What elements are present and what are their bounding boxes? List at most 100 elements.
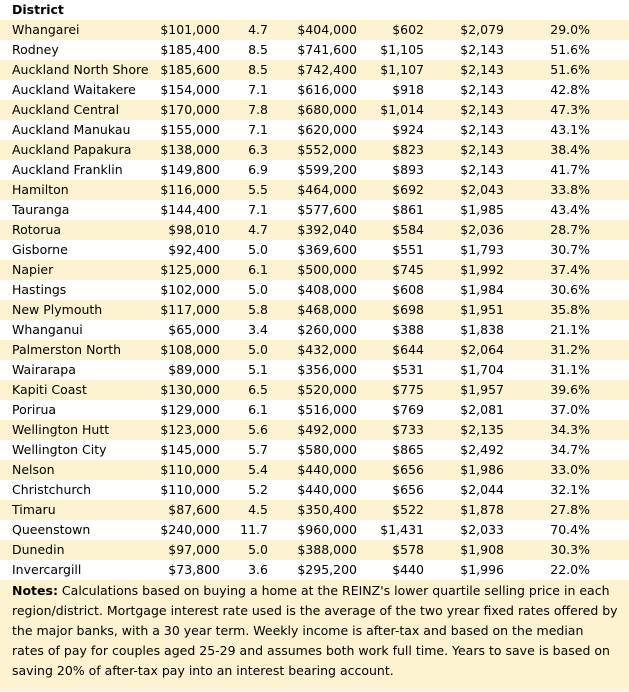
value-cell: 7.1 bbox=[248, 122, 268, 137]
value-cell: 21.1% bbox=[550, 322, 590, 337]
value-cell: $440 bbox=[392, 562, 424, 577]
value-cell: $698 bbox=[392, 302, 424, 317]
value-cell: $522 bbox=[392, 502, 424, 517]
table-row: Rodney $185,400 8.5 $741,600 $1,105 $2,143 51.… bbox=[0, 40, 629, 60]
value-cell: $2,143 bbox=[460, 102, 504, 117]
value-cell: $599,200 bbox=[297, 162, 357, 177]
value-cell: 42.8% bbox=[550, 82, 590, 97]
district-cell: Auckland Waitakere bbox=[12, 82, 136, 97]
value-cell: $149,800 bbox=[160, 162, 220, 177]
value-cell: $1,996 bbox=[460, 562, 504, 577]
value-cell: $2,143 bbox=[460, 142, 504, 157]
table-row: Porirua $129,000 6.1 $516,000 $769 $2,081 37.0… bbox=[0, 400, 629, 420]
value-cell: $65,000 bbox=[168, 322, 220, 337]
value-cell: $392,040 bbox=[297, 222, 357, 237]
notes-label: Notes: bbox=[12, 583, 58, 598]
value-cell: $2,143 bbox=[460, 162, 504, 177]
value-cell: $745 bbox=[392, 262, 424, 277]
value-cell: 7.1 bbox=[248, 82, 268, 97]
value-cell: 8.5 bbox=[248, 62, 268, 77]
value-cell: 34.3% bbox=[550, 422, 590, 437]
value-cell: 5.6 bbox=[248, 422, 268, 437]
district-cell: Rodney bbox=[12, 42, 59, 57]
value-cell: $170,000 bbox=[160, 102, 220, 117]
table-row: Dunedin $97,000 5.0 $388,000 $578 $1,908 30.3% bbox=[0, 540, 629, 560]
table-row: Rotorua $98,010 4.7 $392,040 $584 $2,036 28.7% bbox=[0, 220, 629, 240]
value-cell: 6.5 bbox=[248, 382, 268, 397]
value-cell: $295,200 bbox=[297, 562, 357, 577]
value-cell: 43.4% bbox=[550, 202, 590, 217]
district-cell: Hastings bbox=[12, 282, 67, 297]
district-cell: Auckland Central bbox=[12, 102, 120, 117]
district-cell: Auckland Franklin bbox=[12, 162, 123, 177]
value-cell: 3.6 bbox=[248, 562, 268, 577]
value-cell: 5.1 bbox=[248, 362, 268, 377]
table-row: Hastings $102,000 5.0 $408,000 $608 $1,984 30.… bbox=[0, 280, 629, 300]
value-cell: $155,000 bbox=[160, 122, 220, 137]
table-row: New Plymouth $117,000 5.8 $468,000 $698 $1,95… bbox=[0, 300, 629, 320]
value-cell: $644 bbox=[392, 342, 424, 357]
value-cell: $656 bbox=[392, 462, 424, 477]
notes-block: Notes: Calculations based on buying a ho… bbox=[0, 580, 629, 691]
table-body: Whangarei $101,000 4.7 $404,000 $602 $2,079 29… bbox=[0, 20, 629, 580]
district-cell: Whanganui bbox=[12, 322, 83, 337]
value-cell: $1,986 bbox=[460, 462, 504, 477]
value-cell: $110,000 bbox=[160, 482, 220, 497]
district-cell: Hamilton bbox=[12, 182, 69, 197]
value-cell: 5.4 bbox=[248, 462, 268, 477]
value-cell: 37.4% bbox=[550, 262, 590, 277]
table-row: Wellington Hutt $123,000 5.6 $492,000 $733 $2… bbox=[0, 420, 629, 440]
value-cell: $823 bbox=[392, 142, 424, 157]
value-cell: $2,081 bbox=[460, 402, 504, 417]
value-cell: 30.6% bbox=[550, 282, 590, 297]
value-cell: 43.1% bbox=[550, 122, 590, 137]
value-cell: 27.8% bbox=[550, 502, 590, 517]
value-cell: $1,838 bbox=[460, 322, 504, 337]
table-row: Christchurch $110,000 5.2 $440,000 $656 $2,04… bbox=[0, 480, 629, 500]
value-cell: $260,000 bbox=[297, 322, 357, 337]
value-cell: 11.7 bbox=[240, 522, 268, 537]
value-cell: $893 bbox=[392, 162, 424, 177]
value-cell: 33.8% bbox=[550, 182, 590, 197]
value-cell: $440,000 bbox=[297, 462, 357, 477]
value-cell: $733 bbox=[392, 422, 424, 437]
value-cell: 22.0% bbox=[550, 562, 590, 577]
value-cell: $185,400 bbox=[160, 42, 220, 57]
district-cell: Timaru bbox=[12, 502, 56, 517]
value-cell: $102,000 bbox=[160, 282, 220, 297]
value-cell: $116,000 bbox=[160, 182, 220, 197]
value-cell: $616,000 bbox=[297, 82, 357, 97]
value-cell: $464,000 bbox=[297, 182, 357, 197]
value-cell: 34.7% bbox=[550, 442, 590, 457]
value-cell: $185,600 bbox=[160, 62, 220, 77]
value-cell: $145,000 bbox=[160, 442, 220, 457]
value-cell: 31.2% bbox=[550, 342, 590, 357]
table-row: Whanganui $65,000 3.4 $260,000 $388 $1,838 21.… bbox=[0, 320, 629, 340]
value-cell: $130,000 bbox=[160, 382, 220, 397]
value-cell: 6.1 bbox=[248, 402, 268, 417]
district-cell: Auckland Manukau bbox=[12, 122, 131, 137]
value-cell: $1,951 bbox=[460, 302, 504, 317]
value-cell: $408,000 bbox=[297, 282, 357, 297]
value-cell: $388 bbox=[392, 322, 424, 337]
district-cell: Nelson bbox=[12, 462, 55, 477]
district-cell: Auckland Papakura bbox=[12, 142, 132, 157]
district-cell: New Plymouth bbox=[12, 302, 103, 317]
value-cell: 5.2 bbox=[248, 482, 268, 497]
value-cell: $110,000 bbox=[160, 462, 220, 477]
value-cell: $608 bbox=[392, 282, 424, 297]
value-cell: $500,000 bbox=[297, 262, 357, 277]
notes-text: Calculations based on buying a home at t… bbox=[12, 583, 618, 678]
value-cell: $1,985 bbox=[460, 202, 504, 217]
district-cell: Rotorua bbox=[12, 222, 62, 237]
value-cell: 3.4 bbox=[248, 322, 268, 337]
value-cell: $2,143 bbox=[460, 82, 504, 97]
value-cell: 6.9 bbox=[248, 162, 268, 177]
value-cell: $129,000 bbox=[160, 402, 220, 417]
value-cell: 38.4% bbox=[550, 142, 590, 157]
value-cell: 31.1% bbox=[550, 362, 590, 377]
value-cell: $580,000 bbox=[297, 442, 357, 457]
table-row: Auckland Franklin $149,800 6.9 $599,200 $893… bbox=[0, 160, 629, 180]
value-cell: $125,000 bbox=[160, 262, 220, 277]
